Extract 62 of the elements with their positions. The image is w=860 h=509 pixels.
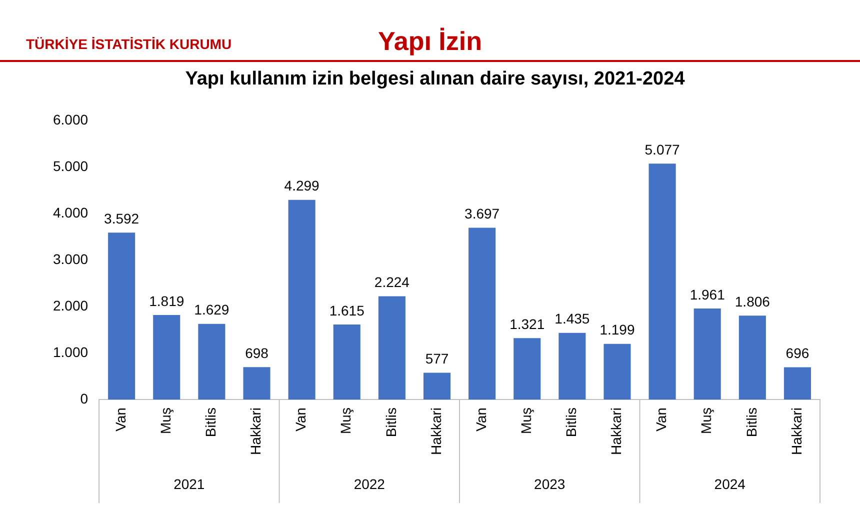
y-tick-label: 1.000 [52, 344, 88, 360]
y-tick-label: 2.000 [52, 297, 88, 314]
bar [108, 232, 136, 400]
bar [604, 344, 631, 400]
text: 2023 [534, 476, 566, 492]
bar [784, 367, 811, 400]
bar [648, 164, 676, 400]
y-tick-label: 6.000 [52, 112, 88, 128]
data-label: 1.819 [149, 292, 184, 309]
text: 2024 [714, 476, 746, 492]
data-label: 1.629 [194, 302, 230, 318]
bar [243, 367, 270, 400]
bar [288, 200, 316, 400]
x-tick-label: Muş [518, 408, 534, 434]
data-label: 1.961 [690, 286, 726, 302]
bar [738, 316, 766, 400]
text: 2021 [174, 476, 205, 492]
x-tick-label: Bitlis [382, 408, 399, 438]
data-label: 1.435 [554, 310, 590, 327]
x-tick-label: Van [653, 408, 670, 432]
data-label: 3.592 [104, 210, 140, 227]
text: Yapı İzin [378, 26, 482, 56]
y-tick-label: 0 [80, 390, 88, 406]
y-tick-label: 4.000 [52, 204, 88, 221]
y-tick-label: 5.000 [52, 158, 88, 174]
x-tick-label: Hakkari [428, 408, 444, 456]
data-label: 698 [245, 344, 269, 361]
x-tick-label: Hakkari [788, 408, 804, 456]
bar [694, 308, 721, 400]
x-tick-label: Van [112, 408, 128, 432]
bar [153, 315, 180, 400]
x-tick-label: Van [472, 408, 489, 432]
x-tick-label: Hakkari [608, 408, 624, 456]
bar [423, 372, 451, 400]
data-label: 2.224 [374, 274, 410, 290]
bar [333, 324, 360, 400]
x-tick-label: Bitlis [202, 408, 219, 438]
data-label: 1.806 [734, 294, 770, 310]
x-tick-label: Hakkari [248, 408, 264, 456]
x-tick-label: Bitlis [563, 408, 580, 438]
data-label: 1.321 [510, 316, 545, 332]
x-tick-label: Muş [157, 408, 174, 434]
data-label: 696 [786, 345, 810, 362]
x-tick-label: Bitlis [743, 408, 760, 438]
data-label: 1.615 [329, 302, 365, 318]
bar [514, 338, 541, 400]
data-label: 5.077 [644, 142, 680, 158]
bar [378, 296, 406, 400]
x-tick-label: Muş [338, 408, 354, 434]
x-tick-label: Muş [698, 408, 714, 434]
data-label: 1.199 [600, 322, 635, 338]
text: 2022 [354, 476, 386, 492]
bar [198, 324, 226, 400]
data-label: 4.299 [284, 178, 320, 194]
y-tick-label: 3.000 [52, 251, 88, 268]
data-label: 3.697 [464, 206, 500, 222]
text: TÜRKİYE İSTATİSTİK KURUMU [26, 36, 232, 52]
bar [558, 332, 586, 400]
x-tick-label: Van [292, 408, 309, 432]
chart-title: Yapı kullanım izin belgesi alınan daire sayısı, 2021-2024 [185, 68, 686, 90]
data-label: 577 [425, 350, 449, 367]
bar [468, 228, 496, 400]
